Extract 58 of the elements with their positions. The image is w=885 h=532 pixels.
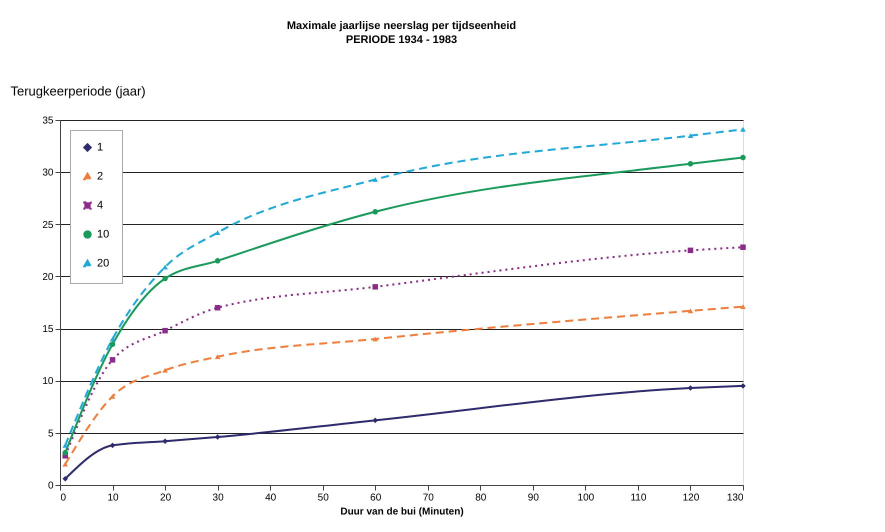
chart-title: Maximale jaarlijse neerslag per tijdseenheid	[286, 20, 516, 32]
legend-label: 2	[97, 170, 104, 182]
x-tick-label: 20	[160, 492, 172, 504]
y-tick-label: 5	[48, 428, 54, 440]
legend-label: 20	[97, 258, 110, 270]
x-tick-label: 30	[212, 492, 224, 504]
y-tick-label: 15	[42, 324, 54, 336]
point	[62, 462, 68, 467]
point	[62, 450, 68, 456]
point	[62, 443, 68, 448]
x-tick-label: 70	[422, 492, 434, 504]
point	[110, 442, 116, 448]
point	[688, 308, 694, 314]
point	[110, 341, 116, 347]
x-tick-label: 60	[370, 492, 382, 504]
x-tick-label: 50	[318, 492, 330, 504]
legend-label: 4	[97, 200, 104, 212]
point	[214, 304, 220, 310]
point	[372, 209, 378, 215]
x-tick-label: 90	[528, 492, 540, 504]
point	[162, 328, 168, 334]
y-tick-label: 0	[48, 480, 54, 492]
x-tick-label: 10	[107, 492, 120, 504]
point	[162, 276, 168, 282]
x-tick-label: 80	[475, 492, 487, 504]
x-tick-label: 100	[578, 492, 595, 504]
x-tick-label: 40	[265, 492, 277, 504]
point	[62, 476, 68, 482]
point	[214, 258, 220, 264]
point	[740, 127, 746, 132]
x-axis-title: Duur van de bui (Minuten)	[340, 506, 464, 518]
y-tick-label: 25	[42, 220, 54, 231]
x-tick-label: 130	[726, 492, 744, 504]
y-tick-label: 35	[42, 116, 54, 126]
point	[162, 264, 168, 270]
point	[110, 357, 116, 363]
chart-subtitle: PERIODE 1934 - 1983	[346, 34, 458, 46]
point	[688, 161, 694, 167]
point	[372, 336, 378, 342]
point	[688, 248, 694, 254]
point	[740, 304, 746, 310]
y-tick-label: 10	[42, 376, 54, 388]
x-tick-label: 0	[60, 492, 66, 504]
x-tick-label: 110	[630, 492, 647, 504]
y-tick-label: 30	[42, 168, 54, 179]
point	[688, 133, 694, 138]
point	[740, 154, 746, 160]
point	[214, 354, 220, 360]
point	[110, 336, 116, 342]
point	[372, 177, 378, 182]
point	[740, 244, 746, 250]
point	[162, 368, 168, 373]
point	[372, 284, 378, 290]
x-tick-label: 120	[682, 492, 700, 504]
legend-label: 1	[97, 142, 104, 154]
y-tick-label: 20	[42, 272, 54, 283]
legend-label: 10	[97, 228, 110, 240]
y-axis-title: Terugkeerperiode (jaar)	[10, 84, 146, 98]
